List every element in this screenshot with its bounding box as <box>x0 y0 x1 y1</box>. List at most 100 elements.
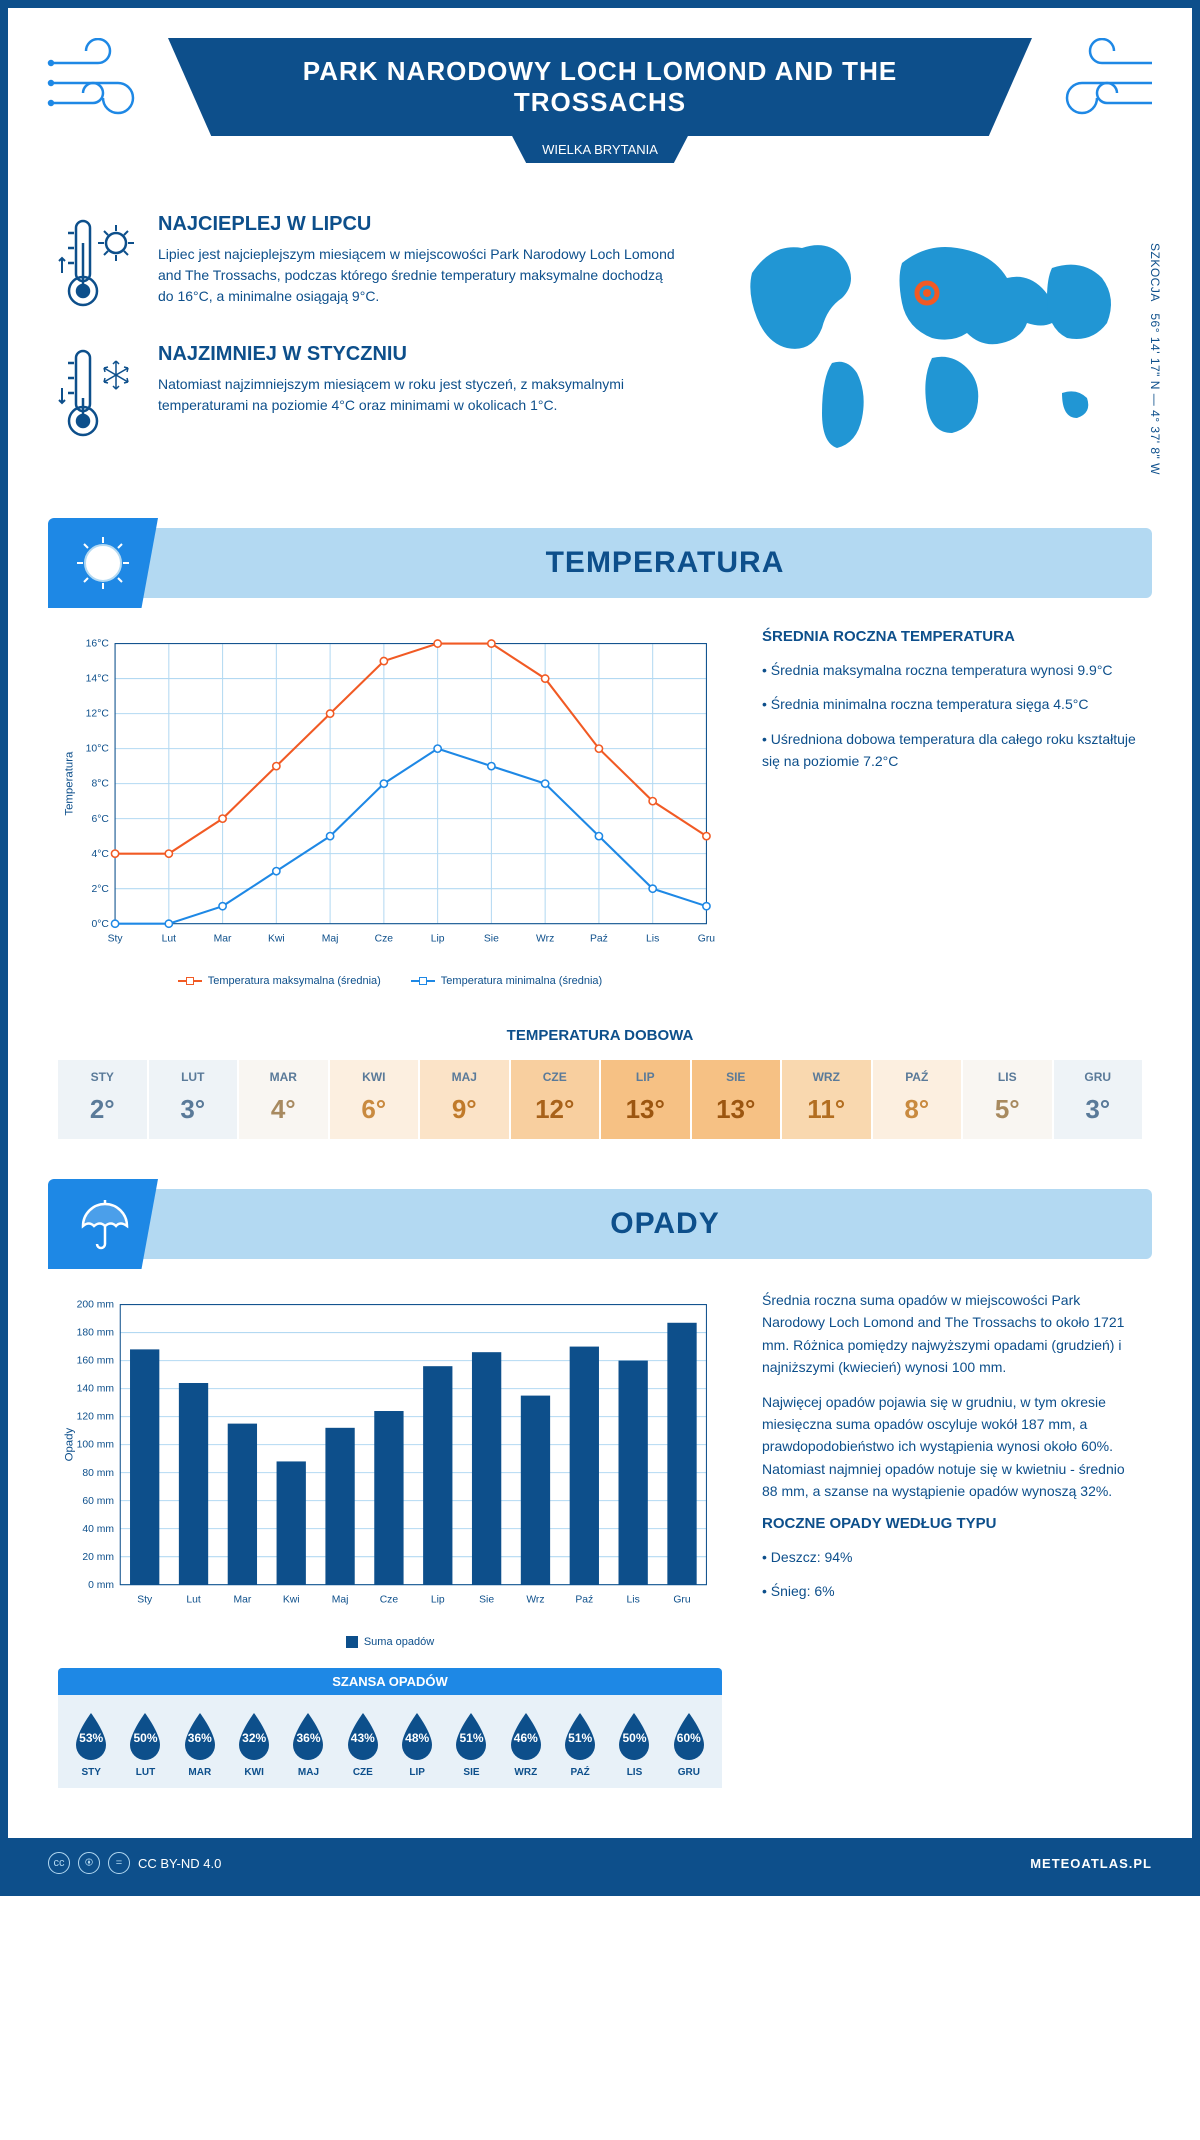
svg-text:20 mm: 20 mm <box>82 1552 114 1563</box>
daily-temp-cell: MAJ9° <box>420 1060 509 1139</box>
header: PARK NARODOWY LOCH LOMOND AND THE TROSSA… <box>8 8 1192 183</box>
precip-title: OPADY <box>178 1207 1152 1241</box>
svg-text:10°C: 10°C <box>86 744 110 755</box>
daily-temp-cell: SIE13° <box>692 1060 781 1139</box>
svg-text:Gru: Gru <box>673 1594 691 1605</box>
intro-facts: NAJCIEPLEJ W LIPCU Lipiec jest najcieple… <box>58 213 682 478</box>
temperature-content: 0°C2°C4°C6°C8°C10°C12°C14°C16°CStyLutMar… <box>8 598 1192 1017</box>
svg-text:Paź: Paź <box>575 1594 593 1605</box>
wind-icon <box>43 38 153 128</box>
rain-chance-cell: 36%MAJ <box>283 1709 333 1778</box>
svg-text:Sie: Sie <box>479 1594 494 1605</box>
temperature-legend: Temperatura maksymalna (średnia) Tempera… <box>58 975 722 987</box>
svg-text:4°C: 4°C <box>91 849 109 860</box>
svg-text:Kwi: Kwi <box>283 1594 300 1605</box>
coordinates: SZKOCJA 56° 14' 17" N — 4° 37' 8" W <box>1148 243 1162 475</box>
svg-text:100 mm: 100 mm <box>77 1440 114 1451</box>
svg-text:8°C: 8°C <box>91 779 109 790</box>
daily-temp-cell: LIS5° <box>963 1060 1052 1139</box>
svg-text:2°C: 2°C <box>91 884 109 895</box>
svg-text:Temperatura: Temperatura <box>64 751 76 816</box>
page-title: PARK NARODOWY LOCH LOMOND AND THE TROSSA… <box>228 56 972 118</box>
svg-text:120 mm: 120 mm <box>77 1412 114 1423</box>
svg-text:180 mm: 180 mm <box>77 1328 114 1339</box>
svg-text:Lut: Lut <box>162 933 177 944</box>
fact-cold-text: Natomiast najzimniejszym miesiącem w rok… <box>158 374 682 416</box>
rain-chance-cell: 50%LUT <box>120 1709 170 1778</box>
svg-text:Kwi: Kwi <box>268 933 285 944</box>
umbrella-icon <box>48 1179 158 1269</box>
thermometer-cold-icon <box>58 343 138 448</box>
svg-text:160 mm: 160 mm <box>77 1356 114 1367</box>
svg-text:Lis: Lis <box>646 933 659 944</box>
temp-bullet: • Średnia maksymalna roczna temperatura … <box>762 659 1142 681</box>
footer: cc 🅯 = CC BY-ND 4.0 METEOATLAS.PL <box>8 1838 1192 1888</box>
svg-text:Wrz: Wrz <box>536 933 554 944</box>
temp-avg-title: ŚREDNIA ROCZNA TEMPERATURA <box>762 628 1142 645</box>
svg-text:0°C: 0°C <box>91 919 109 930</box>
svg-text:Mar: Mar <box>214 933 232 944</box>
rain-chance-cell: 48%LIP <box>392 1709 442 1778</box>
license: cc 🅯 = CC BY-ND 4.0 <box>48 1852 221 1874</box>
svg-text:Cze: Cze <box>380 1594 399 1605</box>
daily-temp-title: TEMPERATURA DOBOWA <box>58 1027 1142 1044</box>
fact-cold-title: NAJZIMNIEJ W STYCZNIU <box>158 343 682 366</box>
svg-text:Lis: Lis <box>627 1594 640 1605</box>
svg-text:Sty: Sty <box>108 933 124 944</box>
temperature-section-header: TEMPERATURA <box>48 528 1152 598</box>
rain-chance-title: SZANSA OPADÓW <box>58 1668 722 1695</box>
precip-chart: 0 mm20 mm40 mm60 mm80 mm100 mm120 mm140 … <box>58 1289 722 1788</box>
nd-icon: = <box>108 1852 130 1874</box>
fact-hot-title: NAJCIEPLEJ W LIPCU <box>158 213 682 236</box>
intro-section: NAJCIEPLEJ W LIPCU Lipiec jest najcieple… <box>8 183 1192 508</box>
svg-text:0 mm: 0 mm <box>88 1580 114 1591</box>
rain-chance-cell: 43%CZE <box>338 1709 388 1778</box>
rain-chance-cell: 60%GRU <box>664 1709 714 1778</box>
title-banner: PARK NARODOWY LOCH LOMOND AND THE TROSSA… <box>168 38 1032 136</box>
precip-legend: Suma opadów <box>58 1636 722 1648</box>
site-name: METEOATLAS.PL <box>1030 1856 1152 1871</box>
svg-text:140 mm: 140 mm <box>77 1384 114 1395</box>
page: PARK NARODOWY LOCH LOMOND AND THE TROSSA… <box>0 0 1200 1896</box>
fact-hot: NAJCIEPLEJ W LIPCU Lipiec jest najcieple… <box>58 213 682 318</box>
world-map-icon <box>722 213 1142 473</box>
daily-temp-cell: KWI6° <box>330 1060 419 1139</box>
cc-icon: cc <box>48 1852 70 1874</box>
svg-text:60 mm: 60 mm <box>82 1496 114 1507</box>
daily-temp-cell: GRU3° <box>1054 1060 1143 1139</box>
svg-text:Lut: Lut <box>186 1594 201 1605</box>
svg-text:200 mm: 200 mm <box>77 1300 114 1311</box>
svg-text:6°C: 6°C <box>91 814 109 825</box>
daily-temp-cell: CZE12° <box>511 1060 600 1139</box>
rain-chance: SZANSA OPADÓW 53%STY50%LUT36%MAR32%KWI36… <box>58 1668 722 1788</box>
precip-p1: Średnia roczna suma opadów w miejscowośc… <box>762 1289 1142 1379</box>
rain-chance-cell: 50%LIS <box>609 1709 659 1778</box>
precip-summary: Średnia roczna suma opadów w miejscowośc… <box>762 1289 1142 1788</box>
temperature-title: TEMPERATURA <box>178 546 1152 580</box>
svg-text:Mar: Mar <box>233 1594 251 1605</box>
svg-text:Opady: Opady <box>64 1428 76 1462</box>
svg-text:Cze: Cze <box>375 933 394 944</box>
svg-text:12°C: 12°C <box>86 709 110 720</box>
thermometer-hot-icon <box>58 213 138 318</box>
svg-text:Maj: Maj <box>322 933 339 944</box>
daily-temp-cell: PAŹ8° <box>873 1060 962 1139</box>
precip-type-bullet: • Deszcz: 94% <box>762 1546 1142 1568</box>
rain-chance-cell: 36%MAR <box>175 1709 225 1778</box>
daily-temp-cell: LIP13° <box>601 1060 690 1139</box>
daily-temperature: TEMPERATURA DOBOWA STY2°LUT3°MAR4°KWI6°M… <box>8 1017 1192 1169</box>
daily-temp-cell: MAR4° <box>239 1060 328 1139</box>
rain-chance-cell: 51%PAŹ <box>555 1709 605 1778</box>
precip-p2: Najwięcej opadów pojawia się w grudniu, … <box>762 1391 1142 1503</box>
rain-chance-cell: 32%KWI <box>229 1709 279 1778</box>
svg-text:Lip: Lip <box>431 933 445 944</box>
fact-hot-text: Lipiec jest najcieplejszym miesiącem w m… <box>158 244 682 307</box>
svg-text:Lip: Lip <box>431 1594 445 1605</box>
temp-bullet: • Uśredniona dobowa temperatura dla całe… <box>762 728 1142 773</box>
precip-section-header: OPADY <box>48 1189 1152 1259</box>
daily-temp-cell: STY2° <box>58 1060 147 1139</box>
precip-content: 0 mm20 mm40 mm60 mm80 mm100 mm120 mm140 … <box>8 1259 1192 1818</box>
precip-type-bullet: • Śnieg: 6% <box>762 1580 1142 1602</box>
daily-temp-cell: LUT3° <box>149 1060 238 1139</box>
temp-bullet: • Średnia minimalna roczna temperatura s… <box>762 693 1142 715</box>
